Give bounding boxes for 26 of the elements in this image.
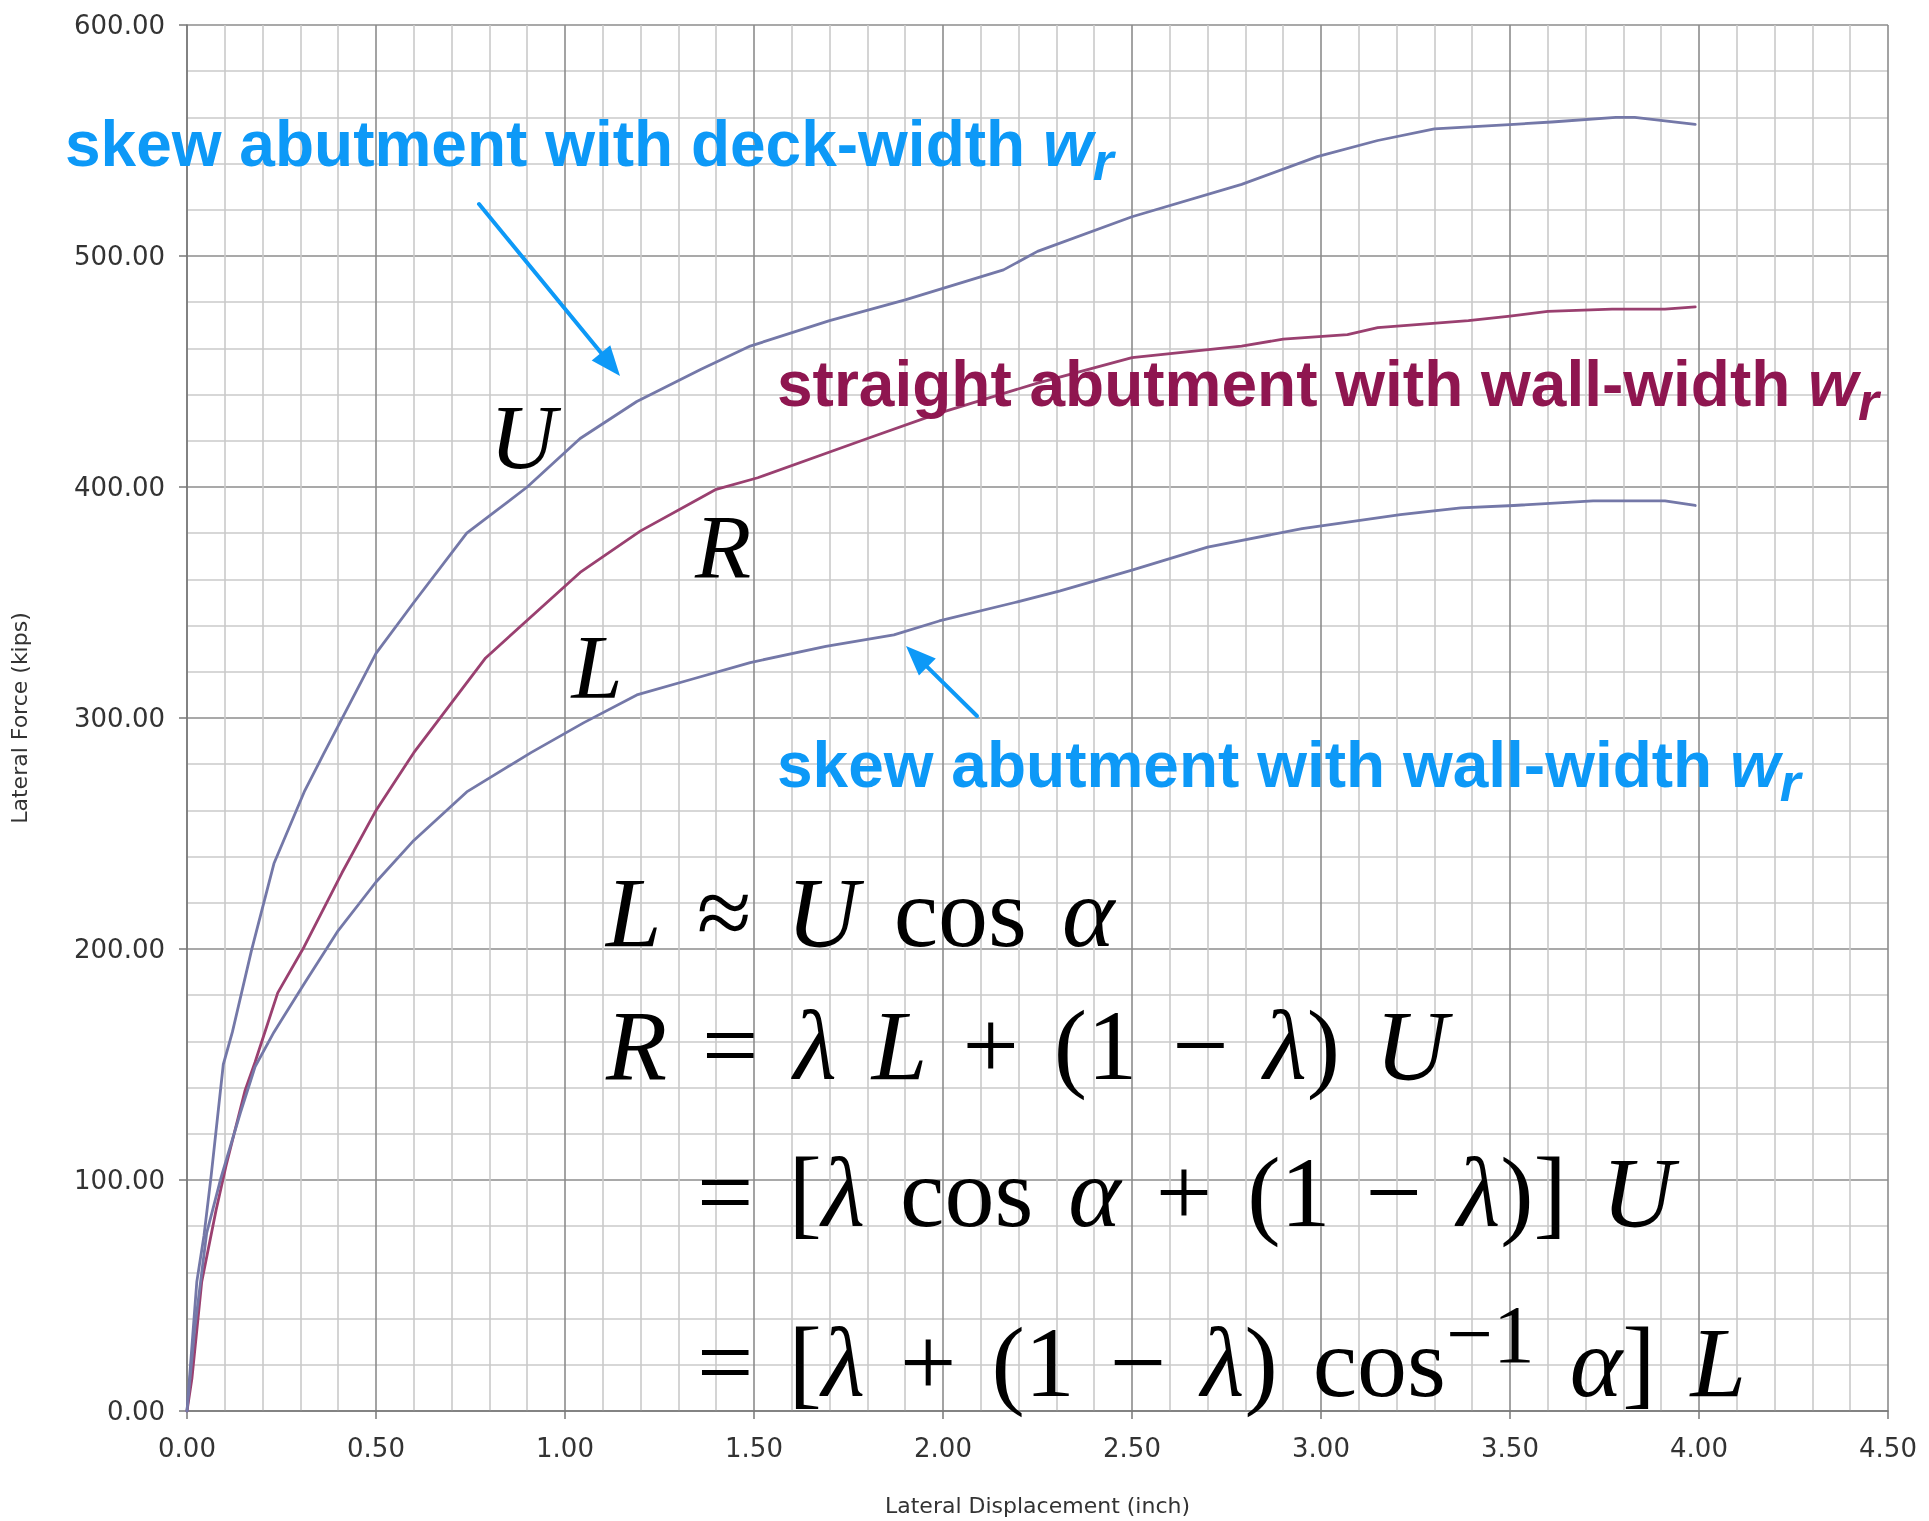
x-tick-label: 0.00 [158, 1433, 216, 1463]
x-tick-label: 3.50 [1481, 1433, 1539, 1463]
y-axis-title: Lateral Force (kips) [6, 612, 32, 824]
annotation: straight abutment with wall-width w$_{r}$ [777, 347, 1879, 431]
annotation: skew abutment with wall-width w$_{r}$ [777, 728, 1801, 812]
x-tick-label: 2.00 [914, 1433, 972, 1463]
text: = [λ + (1 − λ) cos$^{−1}$ α] L [697, 1287, 1747, 1419]
x-tick-label: 3.00 [1292, 1433, 1350, 1463]
series-label: L [571, 616, 623, 718]
x-tick-label: 0.50 [347, 1433, 405, 1463]
annotation: skew abutment with deck-width w$_{r}$ [65, 107, 1114, 191]
series-label: R [694, 496, 752, 598]
y-tick-label: 200.00 [74, 934, 165, 964]
x-tick-label: 4.00 [1670, 1433, 1728, 1463]
y-tick-label: 600.00 [74, 10, 165, 40]
x-tick-label: 2.50 [1103, 1433, 1161, 1463]
x-tick-label: 1.00 [536, 1433, 594, 1463]
y-tick-label: 400.00 [74, 472, 165, 502]
x-axis-title: Lateral Displacement (inch) [884, 1492, 1191, 1518]
y-tick-label: 100.00 [74, 1165, 165, 1195]
y-tick-label: 500.00 [74, 241, 165, 271]
y-tick-label: 300.00 [74, 703, 165, 733]
annotation: L ≈ U cos α [606, 857, 1115, 968]
x-tick-label: 4.50 [1859, 1433, 1917, 1463]
y-tick-label: 0.00 [107, 1396, 165, 1426]
x-tick-label: 1.50 [725, 1433, 783, 1463]
